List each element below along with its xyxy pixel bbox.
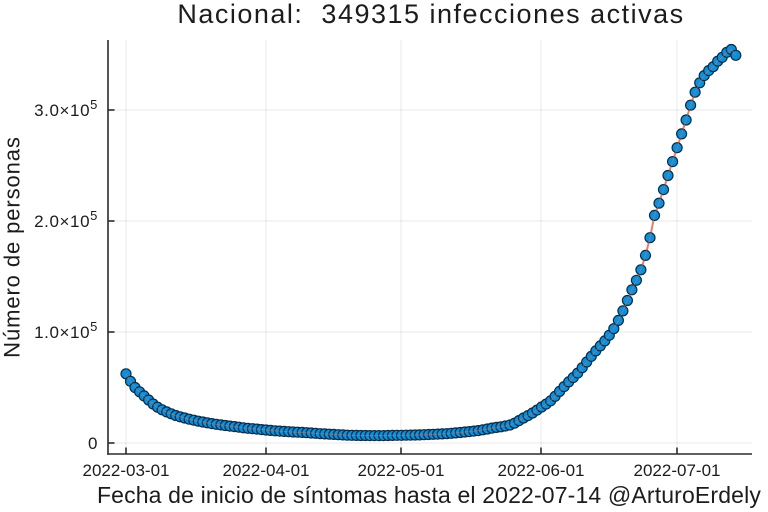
svg-text:2022-04-01: 2022-04-01 bbox=[223, 461, 310, 480]
svg-text:3.0×105: 3.0×105 bbox=[34, 97, 98, 120]
svg-text:0: 0 bbox=[88, 434, 98, 453]
svg-text:2022-05-01: 2022-05-01 bbox=[358, 461, 445, 480]
svg-text:Fecha de inicio de síntomas ha: Fecha de inicio de síntomas hasta el 202… bbox=[97, 482, 761, 508]
svg-text:2.0×105: 2.0×105 bbox=[34, 208, 98, 231]
svg-text:2022-03-01: 2022-03-01 bbox=[83, 461, 170, 480]
svg-text:2022-06-01: 2022-06-01 bbox=[498, 461, 585, 480]
svg-text:Número de personas: Número de personas bbox=[0, 136, 25, 358]
svg-text:1.0×105: 1.0×105 bbox=[34, 319, 98, 342]
svg-text:Nacional: 349315 infecciones: Nacional: 349315 infecciones activas bbox=[177, 0, 684, 29]
svg-text:2022-07-01: 2022-07-01 bbox=[634, 461, 721, 480]
